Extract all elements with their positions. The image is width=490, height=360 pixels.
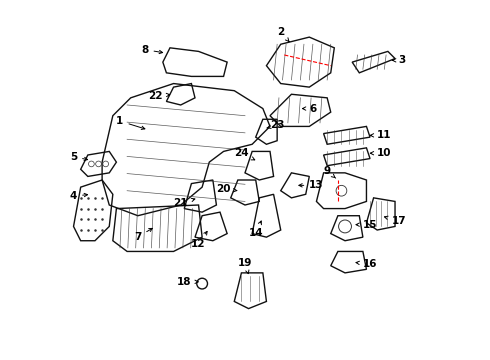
Text: 8: 8 [141, 45, 163, 55]
Text: 18: 18 [177, 277, 198, 287]
Text: 12: 12 [191, 231, 207, 249]
Text: 20: 20 [216, 184, 237, 194]
Text: 15: 15 [356, 220, 377, 230]
Text: 6: 6 [302, 104, 317, 113]
Text: 9: 9 [323, 166, 336, 178]
Text: 22: 22 [148, 91, 170, 101]
Text: 16: 16 [356, 259, 377, 269]
Text: 24: 24 [234, 148, 255, 160]
Text: 21: 21 [173, 198, 195, 208]
Text: 10: 10 [370, 148, 392, 158]
Text: 23: 23 [267, 120, 285, 130]
Text: 2: 2 [277, 27, 289, 42]
Text: 7: 7 [134, 228, 152, 242]
Text: 17: 17 [385, 216, 406, 226]
Text: 14: 14 [248, 221, 263, 238]
Text: 4: 4 [70, 191, 88, 201]
Text: 5: 5 [70, 152, 88, 162]
Text: 1: 1 [116, 116, 145, 130]
Text: 11: 11 [370, 130, 392, 140]
Text: 19: 19 [238, 257, 252, 274]
Text: 13: 13 [299, 180, 324, 190]
Text: 3: 3 [392, 55, 406, 65]
